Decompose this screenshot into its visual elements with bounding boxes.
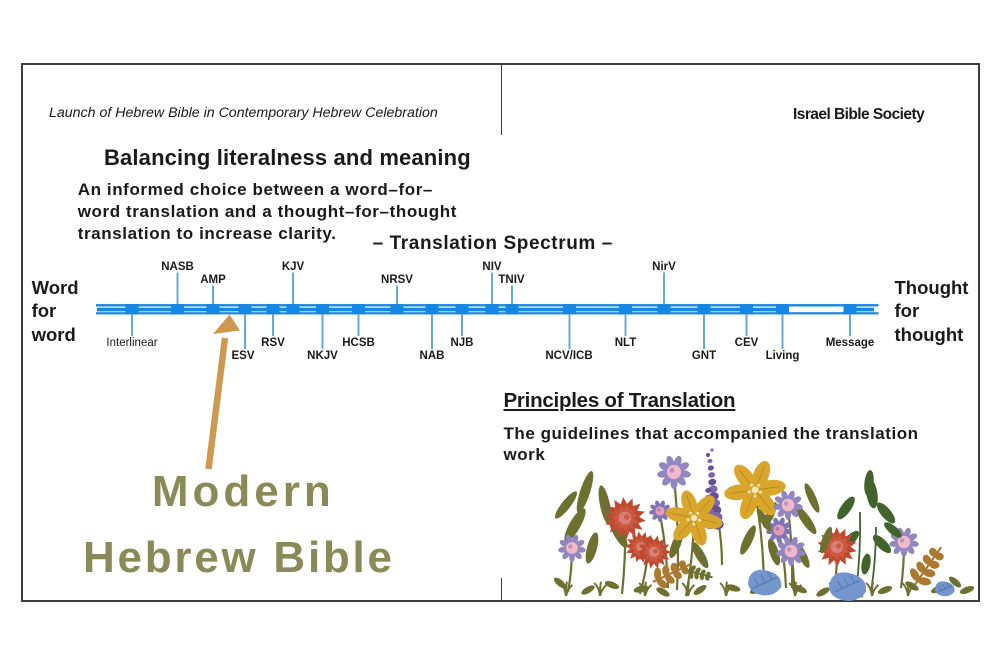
svg-text:NCV/ICB: NCV/ICB — [545, 350, 592, 362]
svg-text:GNT: GNT — [692, 350, 716, 362]
svg-text:NJB: NJB — [450, 337, 473, 349]
svg-text:NAB: NAB — [420, 350, 445, 362]
svg-text:CEV: CEV — [735, 337, 759, 349]
svg-text:NIV: NIV — [482, 261, 502, 273]
svg-text:Living: Living — [766, 350, 800, 362]
svg-text:RSV: RSV — [261, 337, 285, 349]
svg-text:KJV: KJV — [282, 261, 305, 273]
svg-text:Message: Message — [826, 337, 875, 349]
svg-text:AMP: AMP — [200, 274, 226, 286]
svg-text:TNIV: TNIV — [498, 274, 525, 286]
svg-text:NKJV: NKJV — [307, 350, 338, 362]
svg-text:HCSB: HCSB — [342, 337, 375, 349]
svg-text:NirV: NirV — [652, 261, 676, 273]
svg-text:NRSV: NRSV — [381, 274, 413, 286]
svg-text:NLT: NLT — [615, 337, 637, 349]
svg-text:Interlinear: Interlinear — [106, 337, 157, 349]
svg-text:NASB: NASB — [161, 261, 194, 273]
svg-text:ESV: ESV — [231, 350, 254, 362]
